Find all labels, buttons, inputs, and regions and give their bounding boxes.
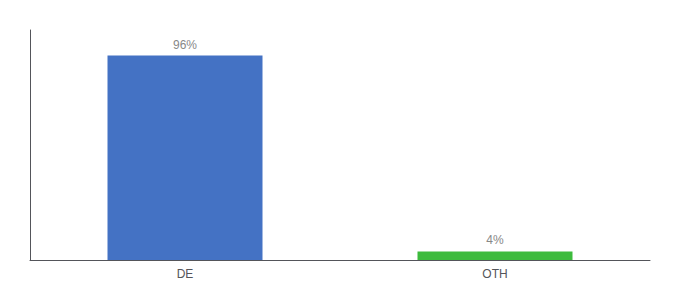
svg-text:4%: 4% <box>486 233 504 247</box>
svg-text:DE: DE <box>177 267 194 281</box>
svg-text:96%: 96% <box>173 38 197 52</box>
svg-text:OTH: OTH <box>482 267 507 281</box>
